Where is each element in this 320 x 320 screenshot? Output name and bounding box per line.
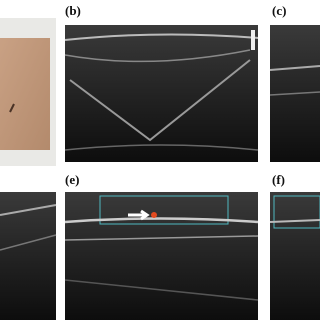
arrow bbox=[128, 209, 150, 221]
ultrasound-image bbox=[65, 192, 258, 320]
echo-streak bbox=[64, 144, 259, 151]
echo-streak bbox=[64, 49, 251, 63]
echo-streak bbox=[64, 217, 259, 224]
echo-streak bbox=[69, 59, 251, 142]
panel-label: (b) bbox=[65, 3, 81, 18]
echo-streak bbox=[0, 234, 57, 251]
ultrasound-image bbox=[0, 192, 56, 320]
panel-a bbox=[0, 18, 56, 166]
panel-d bbox=[0, 192, 57, 320]
echo-streak bbox=[64, 33, 259, 41]
panel-f: (f) bbox=[269, 172, 320, 320]
echo-streak bbox=[64, 235, 259, 241]
panel-label: (c) bbox=[272, 3, 286, 18]
panel-b: (b) bbox=[64, 3, 259, 162]
echo-streak bbox=[269, 91, 320, 96]
skin-mark bbox=[9, 103, 15, 113]
panel-label: (e) bbox=[65, 172, 79, 187]
panel-e: (e) bbox=[64, 172, 259, 320]
roi-box bbox=[99, 195, 229, 225]
ultrasound-image bbox=[65, 25, 258, 162]
panel-c: (c) bbox=[269, 3, 320, 162]
panel-label: (f) bbox=[272, 172, 285, 187]
echo-streak bbox=[269, 65, 320, 71]
ultrasound-image bbox=[270, 192, 320, 320]
echo-streak bbox=[64, 279, 259, 301]
roi-box bbox=[273, 195, 320, 229]
echo-streak bbox=[0, 204, 57, 216]
scale-bar bbox=[251, 30, 255, 50]
skin-photo bbox=[0, 38, 50, 150]
doppler-signal bbox=[151, 212, 157, 218]
echo-streak bbox=[269, 219, 320, 223]
